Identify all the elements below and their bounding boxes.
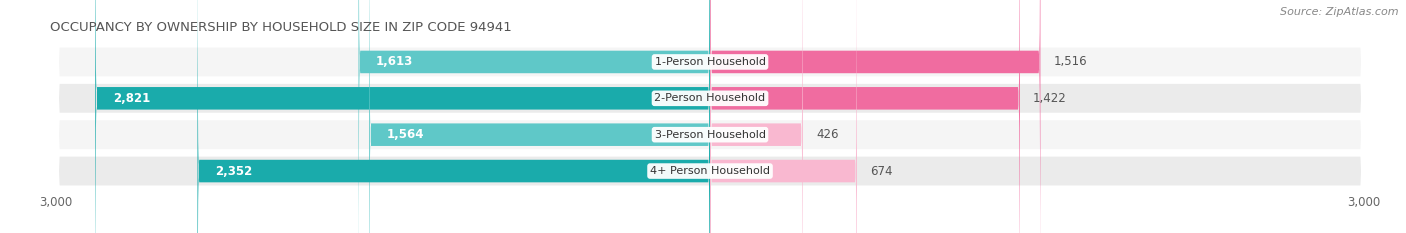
FancyBboxPatch shape (359, 0, 710, 233)
FancyBboxPatch shape (370, 0, 710, 233)
FancyBboxPatch shape (197, 0, 710, 233)
Text: 1,613: 1,613 (375, 55, 413, 69)
Text: 1,564: 1,564 (387, 128, 425, 141)
FancyBboxPatch shape (56, 0, 1364, 233)
FancyBboxPatch shape (710, 0, 856, 233)
Text: 4+ Person Household: 4+ Person Household (650, 166, 770, 176)
Text: 3-Person Household: 3-Person Household (655, 130, 765, 140)
Text: 1-Person Household: 1-Person Household (655, 57, 765, 67)
FancyBboxPatch shape (710, 0, 803, 233)
Text: 2-Person Household: 2-Person Household (654, 93, 766, 103)
Text: 1,516: 1,516 (1053, 55, 1087, 69)
FancyBboxPatch shape (96, 0, 710, 233)
Text: 2,352: 2,352 (215, 164, 252, 178)
FancyBboxPatch shape (710, 0, 1040, 233)
FancyBboxPatch shape (56, 0, 1364, 233)
Text: 426: 426 (815, 128, 838, 141)
FancyBboxPatch shape (56, 0, 1364, 233)
Text: 2,821: 2,821 (112, 92, 150, 105)
Text: 1,422: 1,422 (1033, 92, 1067, 105)
Text: 674: 674 (870, 164, 893, 178)
FancyBboxPatch shape (56, 0, 1364, 233)
Text: Source: ZipAtlas.com: Source: ZipAtlas.com (1281, 7, 1399, 17)
FancyBboxPatch shape (710, 0, 1019, 233)
Text: OCCUPANCY BY OWNERSHIP BY HOUSEHOLD SIZE IN ZIP CODE 94941: OCCUPANCY BY OWNERSHIP BY HOUSEHOLD SIZE… (49, 21, 512, 34)
